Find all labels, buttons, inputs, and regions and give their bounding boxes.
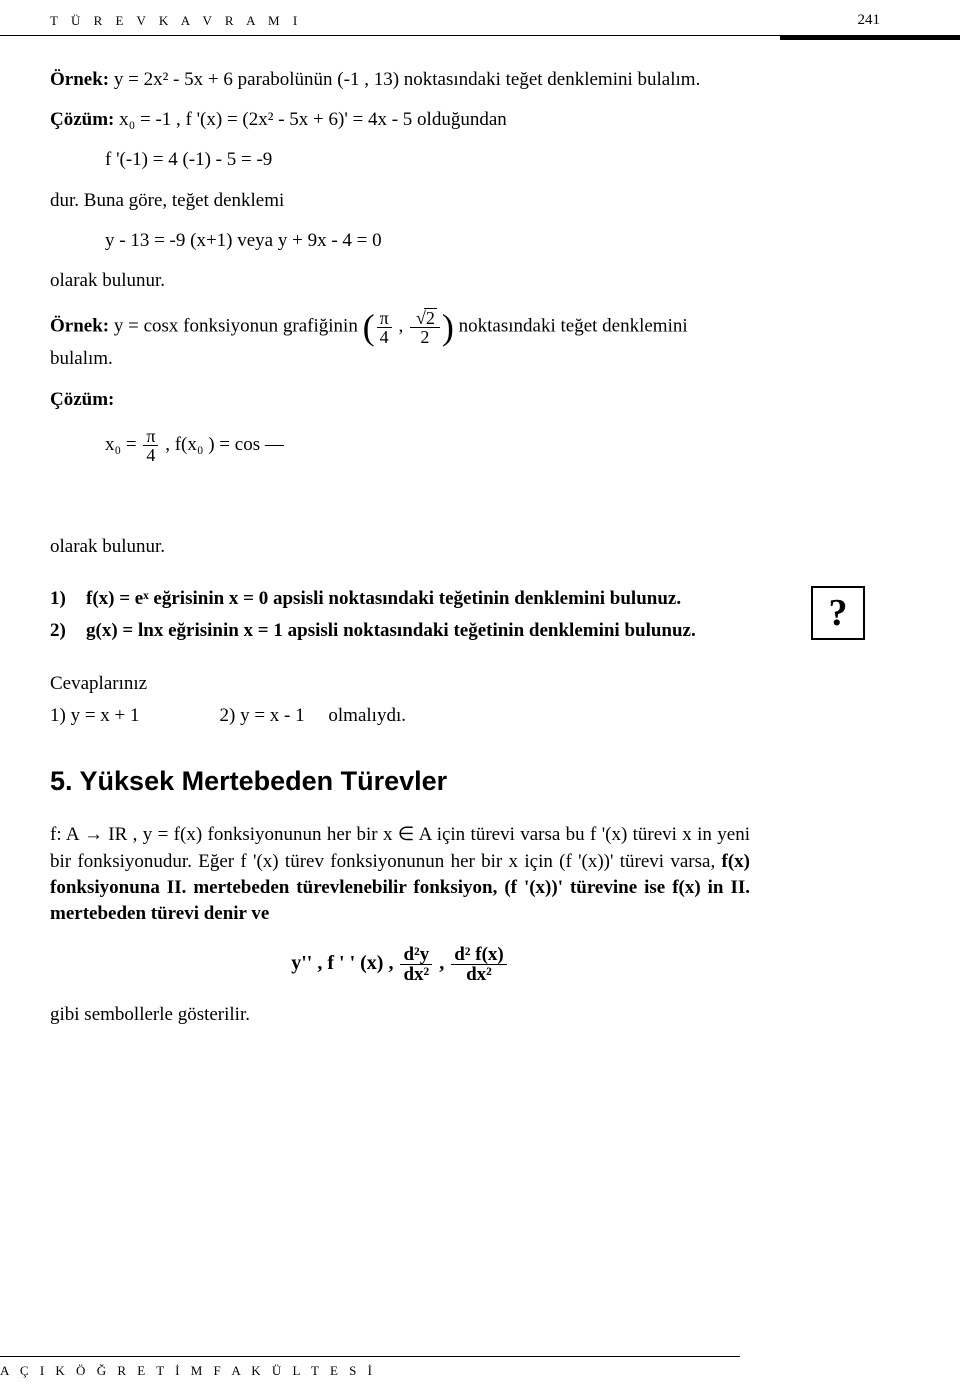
- solution-1-line4: y - 13 = -9 (x+1) veya y + 9x - 4 = 0: [105, 228, 750, 254]
- example-2-pre: y = cosx fonksiyonun grafiğinin: [109, 316, 362, 337]
- answer-1: 1) y = x + 1: [50, 703, 140, 729]
- notation-a: y'' , f ' ' (x) ,: [291, 952, 398, 974]
- footer-text: A Ç I K Ö Ğ R E T İ M F A K Ü L T E S İ: [0, 1363, 376, 1379]
- footer-divider: [0, 1356, 740, 1357]
- exercise-text: g(x) = lnx eğrisinin x = 1 apsisli nokta…: [86, 618, 750, 644]
- frac-top: π: [143, 427, 158, 446]
- question-mark-icon: ?: [811, 586, 865, 640]
- solution-2-label: Çözüm:: [50, 387, 750, 413]
- solution-2-line2: olarak bulunur.: [50, 534, 750, 560]
- solution-2-text-b: , f(x₀ ) = cos —: [160, 434, 283, 455]
- page: T Ü R E V K A V R A M I 241 Örnek: y = 2…: [0, 0, 960, 1391]
- solution-label: Çözüm:: [50, 389, 114, 410]
- solution-2-line1: x₀ = π4 , f(x₀ ) = cos —: [105, 427, 750, 464]
- chapter-title: T Ü R E V K A V R A M I: [50, 13, 302, 29]
- fraction: π4: [143, 427, 158, 464]
- fraction: d² f(x)dx²: [451, 945, 507, 984]
- comma: ,: [394, 316, 408, 337]
- fraction: 22: [410, 308, 440, 346]
- section-title: 5. Yüksek Mertebeden Türevler: [50, 763, 750, 800]
- sqrt-icon: 2: [413, 308, 437, 327]
- answer-2: 2) y = x - 1: [220, 705, 305, 726]
- solution-1-line3: dur. Buna göre, teğet denklemi: [50, 188, 750, 214]
- example-label: Örnek:: [50, 316, 109, 337]
- example-2: Örnek: y = cosx fonksiyonun grafiğinin (…: [50, 308, 750, 372]
- header-divider: [50, 35, 880, 39]
- frac-bot: dx²: [451, 965, 507, 984]
- solution-1-line2: f '(-1) = 4 (-1) - 5 = -9: [105, 147, 750, 173]
- solution-label: Çözüm:: [50, 109, 114, 130]
- example-label: Örnek:: [50, 69, 109, 90]
- frac-bot: 4: [143, 446, 158, 464]
- solution-1-text1: x₀ = -1 , f '(x) = (2x² - 5x + 6)' = 4x …: [114, 109, 506, 130]
- exercise-block: ? 1) f(x) = eˣ eğrisinin x = 0 apsisli n…: [50, 586, 750, 644]
- answers-label: Cevaplarınız: [50, 671, 750, 697]
- fraction: d²ydx²: [400, 945, 432, 984]
- example-1-text: y = 2x² - 5x + 6 parabolünün (-1 , 13) n…: [109, 69, 700, 90]
- frac-top: d²y: [400, 945, 432, 965]
- exercise-number: 1): [50, 586, 74, 612]
- exercise-number: 2): [50, 618, 74, 644]
- radical: 2: [424, 308, 437, 327]
- answers-tail: olmalıydı.: [328, 705, 406, 726]
- fraction: π4: [377, 309, 392, 346]
- notation-row: y'' , f ' ' (x) , d²ydx² , d² f(x)dx²: [50, 945, 750, 984]
- frac-bot: 2: [410, 328, 440, 346]
- solution-1-line5: olarak bulunur.: [50, 268, 750, 294]
- frac-top: π: [377, 309, 392, 328]
- page-number: 241: [858, 12, 881, 29]
- example-1: Örnek: y = 2x² - 5x + 6 parabolünün (-1 …: [50, 67, 750, 93]
- frac-bot: dx²: [400, 965, 432, 984]
- page-content: Örnek: y = 2x² - 5x + 6 parabolünün (-1 …: [50, 67, 880, 1028]
- frac-bot: 4: [377, 328, 392, 346]
- section-tail: gibi sembollerle gösterilir.: [50, 1002, 750, 1028]
- paren-close-icon: ): [442, 307, 454, 347]
- exercise-item: 1) f(x) = eˣ eğrisinin x = 0 apsisli nok…: [50, 586, 750, 612]
- frac-top: d² f(x): [451, 945, 507, 965]
- solution-1-line1: Çözüm: x₀ = -1 , f '(x) = (2x² - 5x + 6)…: [50, 107, 750, 133]
- page-header: T Ü R E V K A V R A M I 241: [50, 12, 880, 29]
- separator: ,: [434, 952, 449, 974]
- solution-2-text-a: x₀ =: [105, 434, 141, 455]
- frac-top: 2: [410, 308, 440, 328]
- section-body-pre: f: A → IR , y = f(x) fonksiyonunun her b…: [50, 824, 750, 871]
- exercise-text: f(x) = eˣ eğrisinin x = 0 apsisli noktas…: [86, 586, 750, 612]
- section-body: f: A → IR , y = f(x) fonksiyonunun her b…: [50, 822, 750, 927]
- paren-open-icon: (: [363, 307, 375, 347]
- answers-row: 1) y = x + 1 2) y = x - 1 olmalıydı.: [50, 703, 750, 729]
- exercise-item: 2) g(x) = lnx eğrisinin x = 1 apsisli no…: [50, 618, 750, 644]
